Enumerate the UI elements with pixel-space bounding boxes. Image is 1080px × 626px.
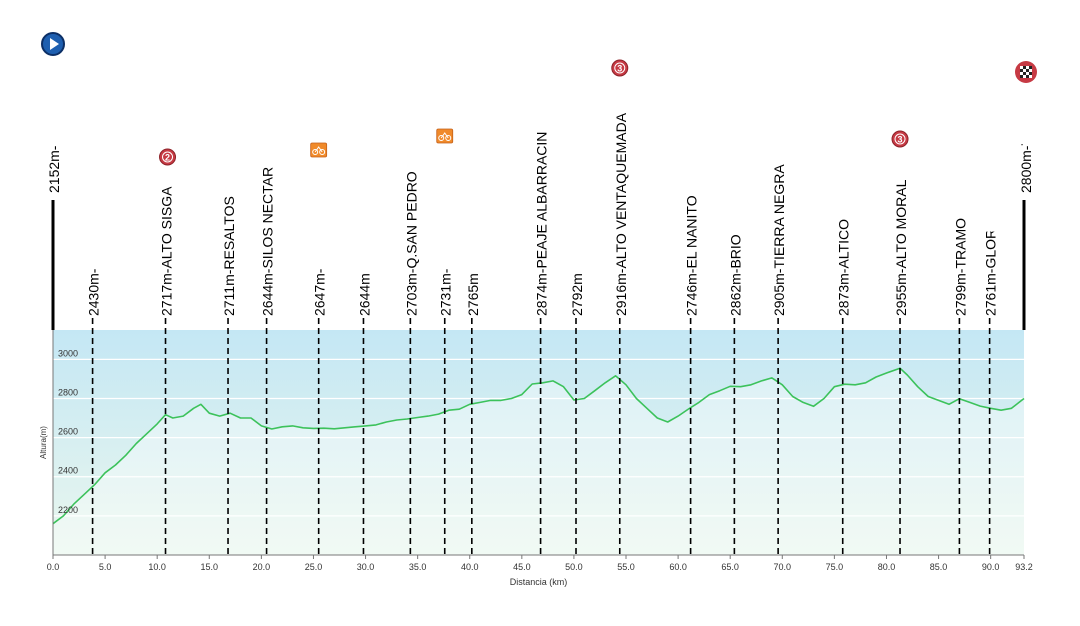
climb-category-text: 2 [165,153,170,163]
start-icon [41,32,65,56]
plot-background [53,330,1024,555]
x-tick-label: 65.0 [721,562,739,572]
x-tick-label: 60.0 [669,562,687,572]
waypoint-label: 2647m- [312,268,328,316]
axes: 0.0 5.0 10.0 15.0 20.0 25.0 30.0 35.0 40.0 45.0 50… [39,330,1033,587]
waypoint-label: 2711m-RESALTOS [221,196,237,316]
category-2-climb-icon: 2 [159,148,177,166]
sprint-icon [436,128,454,144]
profile-line [52,367,1025,525]
x-tick-label: 55.0 [617,562,635,572]
x-tick-label: 90.0 [982,562,1000,572]
waypoint-label: 2874m-PEAJE ALBARRACIN [534,132,550,316]
finish-icon [1015,61,1037,83]
x-tick-label: 45.0 [513,562,531,572]
category-3-climb-icon: 3 [611,59,629,77]
profile-area [53,368,1024,555]
y-tick-label: 2600 [58,427,78,437]
badges: 2 3 3 [41,32,1037,166]
waypoint-markers: 2152m- 2430m- 2717m-ALTO SISGA 2711m-RESALT… [46,100,1034,555]
y-tick-label: 2800 [58,387,78,397]
y-axis-title: Altura(m) [39,426,48,459]
gridlines [53,358,1024,517]
x-tick-label: 85.0 [930,562,948,572]
x-tick-label: 30.0 [357,562,375,572]
waypoint-label: 2746m-EL NANITO [684,195,700,316]
x-tick-label: 80.0 [878,562,896,572]
waypoint-label: 2800m-TUNJA [1018,100,1034,193]
x-tick-label: 70.0 [774,562,792,572]
sprint-icon [310,142,328,158]
x-tick-label: 10.0 [148,562,166,572]
y-tick-label: 2200 [58,505,78,515]
x-tick-label: 15.0 [201,562,219,572]
x-tick-label: 20.0 [253,562,271,572]
x-tick-label: 25.0 [305,562,323,572]
x-tick-label: 0.0 [47,562,60,572]
waypoint-label: 2703m-Q.SAN PEDRO [403,171,419,316]
waypoint-label: 2152m- [46,145,62,193]
waypoint-label: 2873m-ALTICO [836,219,852,316]
waypoint-label: 2430m- [86,268,102,316]
category-3-climb-icon: 3 [891,130,909,148]
y-tick-label: 2400 [58,466,78,476]
x-tick-label: 50.0 [565,562,583,572]
x-tick-label: 40.0 [461,562,479,572]
waypoint-label: 2731m- [438,268,454,316]
waypoint-label: 2862m-BRIO [727,234,743,316]
climb-category-text: 3 [898,135,903,145]
waypoint-label: 2644m-SILOS NECTAR [260,167,276,316]
y-tick-label: 3000 [58,348,78,358]
waypoint-label: 2765m [465,273,481,316]
waypoint-label: 2717m-ALTO SISGA [159,186,175,316]
waypoint-label: 2644m [356,273,372,316]
x-tick-label: 93.2 [1015,562,1033,572]
waypoint-label: 2792m [569,273,585,316]
x-axis-title: Distancia (km) [510,577,568,587]
waypoint-label: 2955m-ALTO MORAL [893,179,909,316]
waypoint-label: 2761m-GLORIETA-PERIMETRAL [983,104,999,316]
x-tick-label: 75.0 [826,562,844,572]
waypoint-label: 2905m-TIERRA NEGRA [771,164,787,316]
x-tick-label: 5.0 [99,562,112,572]
profile-layer [52,367,1025,555]
climb-category-text: 3 [617,64,622,74]
x-tick-label: 35.0 [409,562,427,572]
waypoint-label: 2799m-TRAMO [952,218,968,316]
waypoint-label: 2916m-ALTO VENTAQUEMADA [613,112,629,316]
